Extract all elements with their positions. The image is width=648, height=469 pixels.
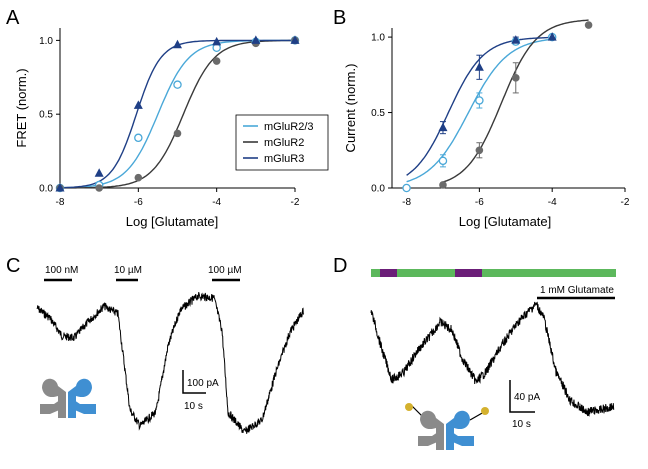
b-fit-curve bbox=[406, 38, 553, 183]
b-data-point-triangle bbox=[474, 62, 484, 71]
stim-label-100nm: 100 nM bbox=[45, 265, 78, 276]
a-data-point-circle bbox=[134, 173, 143, 182]
b-data-point-circle bbox=[475, 146, 484, 155]
a-data-point-triangle bbox=[251, 35, 261, 44]
a-data-point-triangle bbox=[173, 39, 182, 49]
a-y-tick-label: 1.0 bbox=[39, 36, 53, 47]
scale-bar-d bbox=[509, 380, 535, 413]
scale-y-label-c: 100 pA bbox=[187, 378, 219, 389]
a-y-tick-label: 0.5 bbox=[39, 110, 53, 121]
b-x-tick-label: -8 bbox=[402, 197, 411, 208]
a-data-point-triangle bbox=[212, 36, 222, 46]
legend-label-mglur3: mGluR3 bbox=[264, 153, 304, 165]
a-data-point-triangle bbox=[290, 35, 300, 44]
scale-bar-c bbox=[182, 370, 206, 394]
current-trace-c bbox=[36, 292, 305, 434]
a-x-tick-label: -6 bbox=[134, 197, 143, 208]
light-bar-green bbox=[371, 269, 616, 277]
a-data-point-circle bbox=[173, 129, 182, 138]
scale-x-label-c: 10 s bbox=[184, 401, 203, 412]
b-y-tick-label: 1.0 bbox=[371, 33, 385, 44]
panel-b-chart: -8 -6 -4 -2 0.0 0.5 1.0 Log [Glutamate] Curren… bbox=[343, 19, 630, 229]
a-data-point-circle bbox=[95, 184, 103, 192]
a-data-point-triangle bbox=[133, 100, 143, 109]
a-x-tick-label: -8 bbox=[56, 197, 65, 208]
legend-label-mglur2: mGluR2 bbox=[264, 137, 304, 149]
scale-y-label-d: 40 pA bbox=[514, 392, 540, 403]
b-y-tick-label: 0.5 bbox=[371, 108, 385, 119]
panel-a-chart: -8 -6 -4 -2 0.0 0.5 1.0 Log [Glutamate] FRET (… bbox=[14, 28, 329, 229]
b-data-point-open-circle bbox=[438, 156, 448, 166]
glutamate-label: 1 mM Glutamate bbox=[540, 285, 614, 296]
panel-letter-d: D bbox=[333, 255, 347, 277]
panel-a-legend: mGluR2/3 mGluR2 mGluR3 bbox=[235, 114, 329, 171]
a-x-tick-label: -2 bbox=[291, 197, 300, 208]
panel-d-trace-panel: 1 mM Glutamate 40 pA 10 s bbox=[370, 269, 616, 450]
receptor-dimer-icon bbox=[40, 378, 96, 418]
panel-letter-a: A bbox=[6, 7, 20, 29]
light-bar-purple-1 bbox=[380, 269, 397, 277]
a-data-point-open-circle bbox=[173, 80, 182, 89]
a-data-point-circle bbox=[212, 57, 221, 65]
a-data-point-triangle bbox=[94, 168, 104, 177]
b-data-point-circle bbox=[511, 74, 520, 82]
panel-letter-c: C bbox=[6, 255, 20, 277]
a-y-tick-label: 0.0 bbox=[39, 184, 53, 195]
current-trace-d bbox=[370, 301, 615, 417]
panel-letter-b: B bbox=[333, 7, 346, 29]
stim-label-100um: 100 µM bbox=[208, 265, 242, 276]
b-x-tick-label: -4 bbox=[548, 197, 557, 208]
b-data-point-circle bbox=[584, 21, 593, 29]
b-data-point-triangle bbox=[547, 32, 557, 41]
panel-a-y-label: FRET (norm.) bbox=[14, 68, 29, 147]
panel-c-trace-panel: 100 nM 10 µM 100 µM 100 pA 10 s bbox=[36, 265, 305, 434]
a-data-point-triangle bbox=[55, 183, 65, 192]
b-x-tick-label: -6 bbox=[475, 197, 484, 208]
b-data-point-circle bbox=[439, 181, 447, 189]
stim-label-10um: 10 µM bbox=[114, 265, 142, 276]
scale-x-label-d: 10 s bbox=[512, 419, 531, 430]
b-data-point-triangle bbox=[511, 35, 521, 44]
labeled-receptor-dimer-icon bbox=[405, 403, 489, 450]
legend-label-mglur23: mGluR2/3 bbox=[264, 121, 314, 133]
b-data-point-open-circle bbox=[475, 96, 484, 105]
a-data-point-open-circle bbox=[134, 133, 143, 143]
b-x-tick-label: -2 bbox=[621, 197, 630, 208]
a-x-tick-label: -4 bbox=[212, 197, 221, 208]
panel-b-x-label: Log [Glutamate] bbox=[459, 214, 552, 229]
light-bar-purple-2 bbox=[455, 269, 482, 277]
b-data-point-open-circle bbox=[402, 183, 411, 193]
panel-b-y-label: Current (norm.) bbox=[343, 64, 358, 153]
b-y-tick-label: 0.0 bbox=[371, 184, 385, 195]
b-data-point-triangle bbox=[438, 122, 448, 132]
panel-a-x-label: Log [Glutamate] bbox=[126, 214, 219, 229]
